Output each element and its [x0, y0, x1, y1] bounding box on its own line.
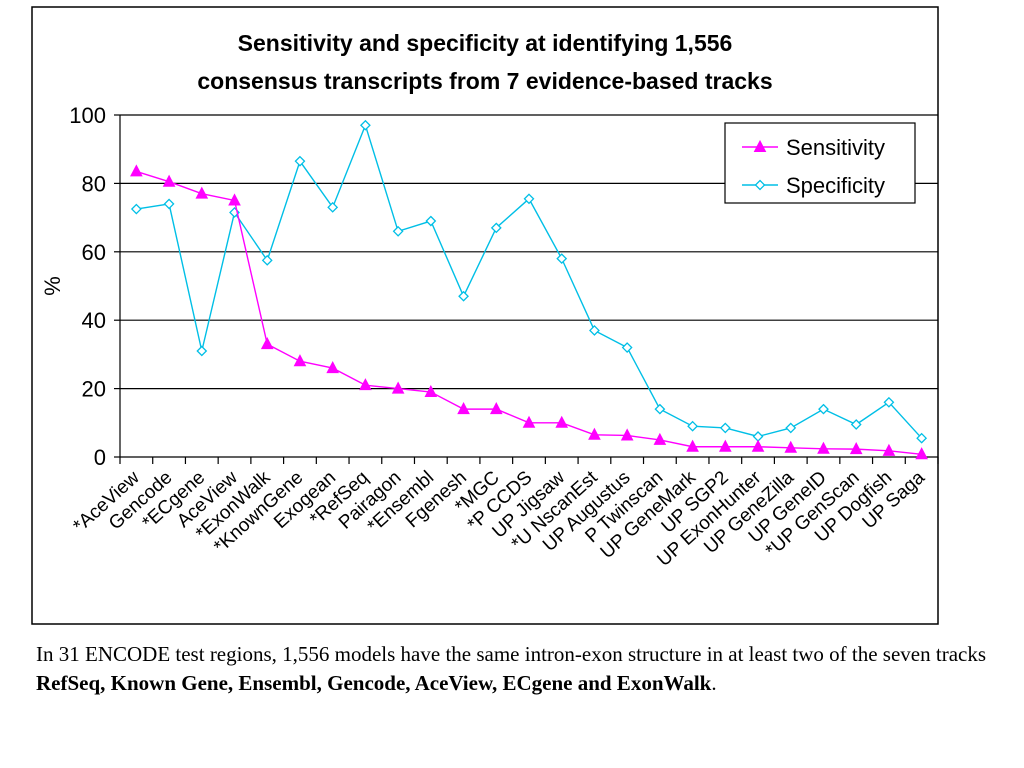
- chart: Sensitivity and specificity at identifyi…: [31, 6, 939, 625]
- specificity-point: [163, 198, 175, 210]
- chart-title-line-2: consensus transcripts from 7 evidence-ba…: [197, 68, 772, 94]
- y-tick-label: 20: [82, 377, 106, 402]
- specificity-point: [883, 396, 895, 408]
- specificity-point: [654, 403, 666, 415]
- sensitivity-point: [391, 381, 405, 394]
- legend-specificity-marker: [754, 179, 766, 191]
- specificity-point: [359, 119, 371, 131]
- sensitivity-point: [424, 384, 438, 398]
- sensitivity-point: [817, 441, 830, 454]
- sensitivity-point: [130, 164, 143, 177]
- sensitivity-point: [653, 432, 667, 445]
- specificity-point: [261, 254, 273, 266]
- caption-end: .: [711, 671, 717, 695]
- y-tick-labels: 0 20 40 60 80 100: [69, 103, 106, 470]
- specificity-point: [490, 222, 502, 234]
- specificity-point: [687, 420, 699, 432]
- y-tick-label: 60: [82, 240, 106, 265]
- sensitivity-point: [293, 354, 307, 367]
- specificity-point: [850, 419, 862, 430]
- legend-sensitivity-marker: [753, 139, 767, 152]
- specificity-point: [294, 155, 306, 167]
- sensitivity-point: [686, 439, 699, 452]
- sensitivity-point: [162, 174, 176, 187]
- legend: Sensitivity Specificity: [724, 122, 916, 204]
- sensitivity-point: [555, 415, 569, 428]
- y-tick-label: 0: [94, 445, 106, 470]
- sensitivity-point: [620, 428, 634, 441]
- caption: In 31 ENCODE test regions, 1,556 models …: [36, 640, 996, 698]
- y-tick-label: 40: [82, 308, 106, 333]
- specificity-point: [719, 422, 731, 434]
- specificity-point: [327, 201, 339, 213]
- gridlines: [120, 114, 938, 390]
- specificity-point: [818, 403, 829, 415]
- caption-track-list: RefSeq, Known Gene, Ensembl, Gencode, Ac…: [36, 671, 712, 695]
- sensitivity-point: [784, 440, 798, 453]
- sensitivity-point: [195, 186, 209, 199]
- chart-title-line-1: Sensitivity and specificity at identifyi…: [238, 30, 733, 56]
- legend-sensitivity-label: Sensitivity: [786, 135, 885, 160]
- y-axis-label: %: [40, 276, 65, 296]
- sensitivity-point: [228, 193, 241, 206]
- sensitivity-point: [588, 427, 601, 440]
- y-tick-label: 100: [69, 103, 106, 128]
- sensitivity-point: [882, 443, 896, 456]
- specificity-point: [556, 253, 568, 265]
- sensitivity-point: [522, 415, 536, 428]
- y-tick-label: 80: [82, 171, 106, 196]
- plot-series: [130, 119, 928, 460]
- specificity-point: [392, 225, 404, 237]
- specificity-point: [458, 290, 469, 302]
- sensitivity-point: [849, 442, 863, 455]
- legend-box: [724, 122, 916, 204]
- sensitivity-point: [489, 402, 503, 415]
- specificity-point: [916, 432, 928, 444]
- sensitivity-point: [260, 337, 274, 350]
- specificity-point: [130, 203, 142, 215]
- specificity-point: [589, 325, 600, 336]
- specificity-point: [425, 215, 437, 227]
- sensitivity-point: [915, 447, 928, 460]
- axes: [114, 114, 939, 464]
- specificity-point: [621, 342, 633, 353]
- specificity-point: [785, 422, 797, 434]
- caption-text: In 31 ENCODE test regions, 1,556 models …: [36, 642, 987, 666]
- specificity-point: [196, 345, 208, 357]
- sensitivity-point: [751, 439, 765, 452]
- sensitivity-point: [457, 402, 470, 415]
- specificity-point: [523, 193, 535, 205]
- sensitivity-point: [326, 361, 340, 374]
- sensitivity-point: [718, 439, 732, 452]
- sensitivity-point: [359, 378, 372, 391]
- chart-frame: [31, 6, 939, 625]
- legend-specificity-label: Specificity: [786, 173, 885, 198]
